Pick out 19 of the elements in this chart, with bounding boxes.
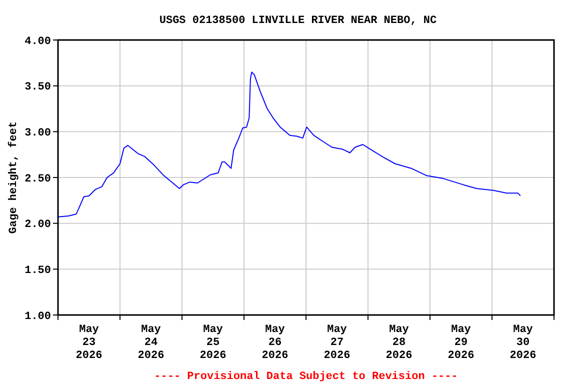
y-tick-label: 1.00 — [24, 310, 51, 323]
y-axis-title: Gage height, feet — [7, 121, 20, 234]
chart-title: USGS 02138500 LINVILLE RIVER NEAR NEBO, NC — [159, 15, 438, 27]
x-tick-label: May 30 2026 — [510, 324, 536, 362]
y-tick-label: 2.00 — [24, 219, 51, 232]
x-tick-label: May 29 2026 — [448, 324, 474, 362]
x-tick-label: May 27 2026 — [324, 324, 350, 362]
x-tick-label: May 23 2026 — [76, 324, 102, 362]
line-series — [58, 72, 521, 218]
y-tick-label: 2.50 — [24, 173, 51, 186]
y-tick-label: 1.50 — [24, 265, 51, 278]
y-tick-label: 3.50 — [24, 82, 51, 94]
x-tick-label: May 28 2026 — [386, 324, 412, 362]
y-tick-label: 4.00 — [24, 36, 51, 48]
x-tick-label: May 26 2026 — [262, 324, 288, 362]
x-tick-label: May 24 2026 — [138, 324, 164, 362]
text: ---- Provisional Data Subject to Revision ---- — [154, 371, 458, 383]
y-tick-label: 3.00 — [24, 128, 51, 140]
x-tick-label: May 25 2026 — [200, 324, 226, 362]
